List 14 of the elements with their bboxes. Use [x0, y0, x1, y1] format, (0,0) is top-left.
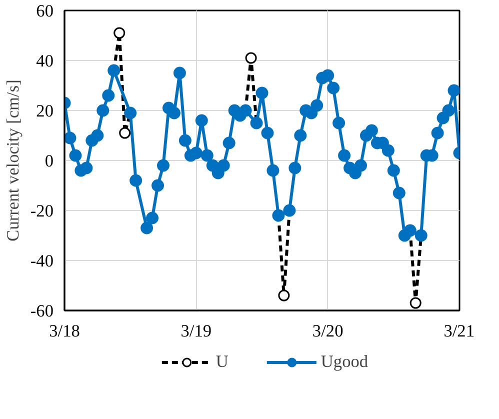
y-axis-title: Current velocity [cm/s]: [3, 80, 22, 242]
x-tick-label: 3/21: [444, 322, 475, 340]
y-tick-label: -20: [30, 202, 54, 220]
x-tick-label: 3/18: [49, 322, 80, 340]
legend-label: U: [216, 352, 230, 372]
y-tick-label: 0: [44, 152, 54, 170]
x-tick-label: 3/20: [312, 322, 344, 340]
x-tick-label: 3/19: [180, 322, 212, 340]
legend-label: Ugood: [320, 352, 368, 372]
y-tick-label: 60: [36, 2, 54, 20]
y-tick-label: -40: [30, 252, 54, 270]
y-tick-label: 20: [36, 102, 54, 120]
y-tick-label: -60: [30, 302, 54, 320]
y-tick-label: 40: [36, 52, 54, 70]
